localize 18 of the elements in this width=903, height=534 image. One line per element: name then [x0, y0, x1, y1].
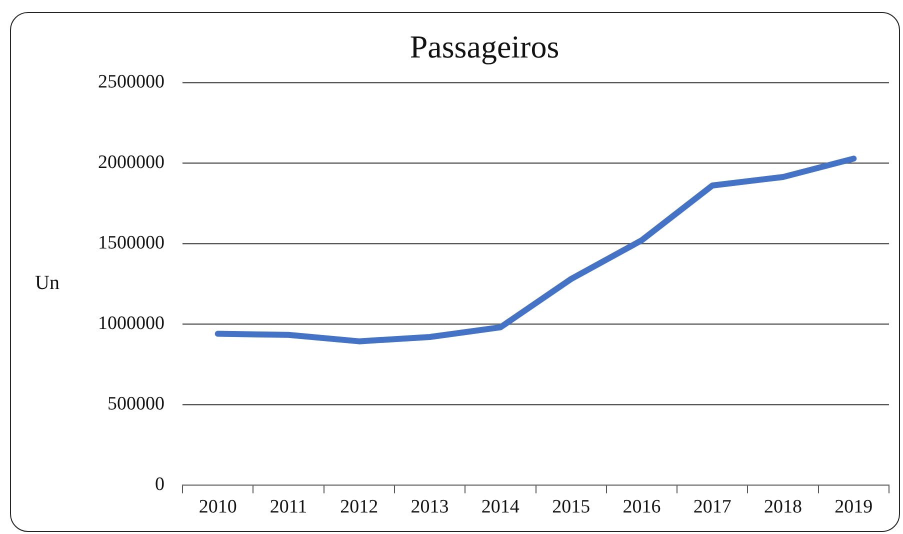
y-axis-title: Un [35, 272, 60, 294]
x-tick-label: 2019 [834, 496, 873, 518]
y-tick-label: 2500000 [98, 71, 164, 92]
x-tick-label: 2010 [198, 496, 237, 518]
x-tick-label: 2017 [693, 496, 732, 518]
y-tick-label: 0 [155, 474, 164, 496]
y-tick-label: 500000 [108, 394, 164, 415]
x-tick-label: 2018 [764, 496, 802, 518]
x-tick-label: 2015 [552, 496, 590, 518]
y-tick-label: 1500000 [98, 232, 164, 254]
x-tick-label: 2016 [622, 496, 661, 518]
x-tick-label: 2012 [340, 496, 378, 518]
y-tick-label: 1000000 [98, 313, 164, 334]
chart-title: Passageiros [410, 28, 560, 65]
x-tick-label: 2014 [481, 496, 520, 518]
x-tick-label: 2013 [410, 496, 449, 518]
y-tick-label: 2000000 [98, 152, 164, 173]
x-tick-label: 2011 [270, 496, 308, 518]
